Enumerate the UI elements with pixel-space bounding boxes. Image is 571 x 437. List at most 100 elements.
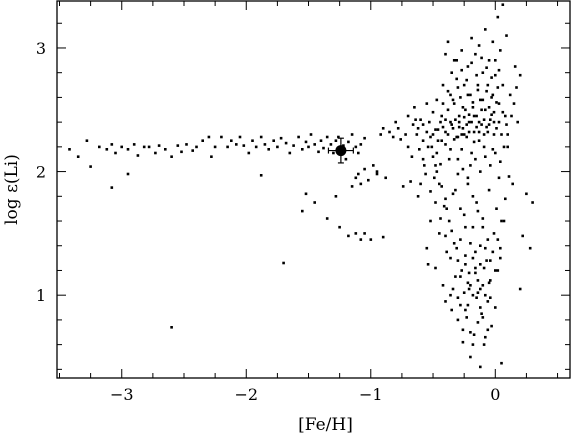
highlight-marker — [335, 145, 347, 157]
data-point — [120, 145, 123, 149]
data-point — [476, 291, 480, 294]
data-point — [456, 296, 460, 299]
data-point — [434, 201, 437, 204]
data-point — [439, 162, 442, 166]
data-point — [450, 229, 453, 233]
data-point — [354, 145, 358, 149]
data-point — [201, 139, 204, 142]
data-point — [410, 155, 414, 158]
data-point — [464, 254, 467, 257]
data-point — [464, 263, 467, 266]
data-point — [486, 83, 490, 87]
data-point — [89, 165, 92, 168]
data-point — [456, 86, 460, 89]
data-point — [430, 145, 434, 149]
data-point — [434, 128, 437, 131]
data-point — [451, 287, 455, 291]
data-point — [500, 219, 503, 223]
data-point — [477, 120, 481, 124]
data-point — [459, 303, 462, 307]
data-point — [481, 225, 485, 229]
data-point — [325, 217, 329, 220]
data-point — [490, 324, 493, 328]
data-point — [497, 102, 501, 105]
data-point — [334, 195, 338, 198]
data-point — [307, 145, 310, 149]
data-point — [492, 232, 496, 235]
data-point — [486, 300, 490, 303]
data-point — [230, 139, 233, 142]
data-point — [452, 242, 456, 245]
data-point — [502, 219, 506, 223]
data-point — [476, 279, 480, 282]
x-tick-label: −2 — [234, 385, 258, 404]
data-point — [474, 52, 477, 56]
data-point — [475, 296, 478, 299]
data-point — [85, 139, 89, 142]
data-point — [492, 110, 496, 114]
data-point — [472, 130, 476, 134]
data-point — [476, 88, 480, 92]
data-point — [238, 135, 242, 139]
data-point — [491, 148, 495, 151]
data-point — [337, 135, 340, 139]
data-point — [426, 145, 430, 149]
data-point — [444, 234, 447, 238]
data-point — [500, 361, 503, 365]
data-point — [481, 284, 485, 287]
data-point — [499, 49, 502, 52]
data-point — [157, 144, 161, 147]
data-point — [449, 293, 452, 297]
data-point — [447, 219, 451, 223]
data-point — [394, 120, 397, 124]
data-point — [471, 106, 475, 109]
data-point — [484, 335, 487, 339]
data-point — [496, 269, 500, 272]
data-point — [457, 125, 461, 129]
data-point — [272, 139, 275, 142]
data-point — [464, 225, 467, 229]
data-point — [481, 316, 485, 319]
data-point — [401, 185, 405, 188]
data-point — [451, 192, 455, 196]
data-point — [489, 296, 492, 299]
data-point — [471, 256, 475, 260]
data-point — [267, 148, 270, 151]
data-point — [288, 151, 292, 155]
data-point — [379, 133, 382, 136]
data-point — [254, 145, 258, 149]
data-point — [384, 176, 387, 180]
data-point — [455, 59, 458, 62]
data-point — [502, 145, 506, 149]
data-point — [419, 182, 422, 186]
data-point — [479, 365, 482, 369]
data-point — [472, 140, 476, 144]
data-point — [485, 89, 488, 93]
data-point — [388, 130, 391, 134]
data-point — [381, 235, 385, 239]
data-point — [489, 259, 492, 262]
data-point — [372, 164, 375, 167]
data-point — [164, 148, 167, 151]
data-point — [480, 56, 483, 60]
data-point — [511, 182, 514, 186]
data-point — [494, 306, 497, 309]
data-point — [461, 340, 465, 344]
data-point — [180, 150, 183, 154]
data-point — [68, 148, 71, 151]
data-point — [506, 133, 509, 136]
data-point — [480, 123, 483, 126]
data-point — [76, 155, 80, 158]
data-point — [467, 113, 471, 116]
data-point — [497, 120, 501, 124]
data-point — [506, 145, 509, 149]
data-point — [439, 217, 442, 220]
data-point — [429, 190, 432, 193]
data-point — [470, 61, 473, 65]
data-point — [496, 86, 500, 89]
data-point — [421, 123, 425, 126]
data-point — [492, 120, 496, 124]
data-point — [469, 331, 472, 334]
data-point — [486, 130, 490, 134]
data-point — [474, 250, 477, 254]
